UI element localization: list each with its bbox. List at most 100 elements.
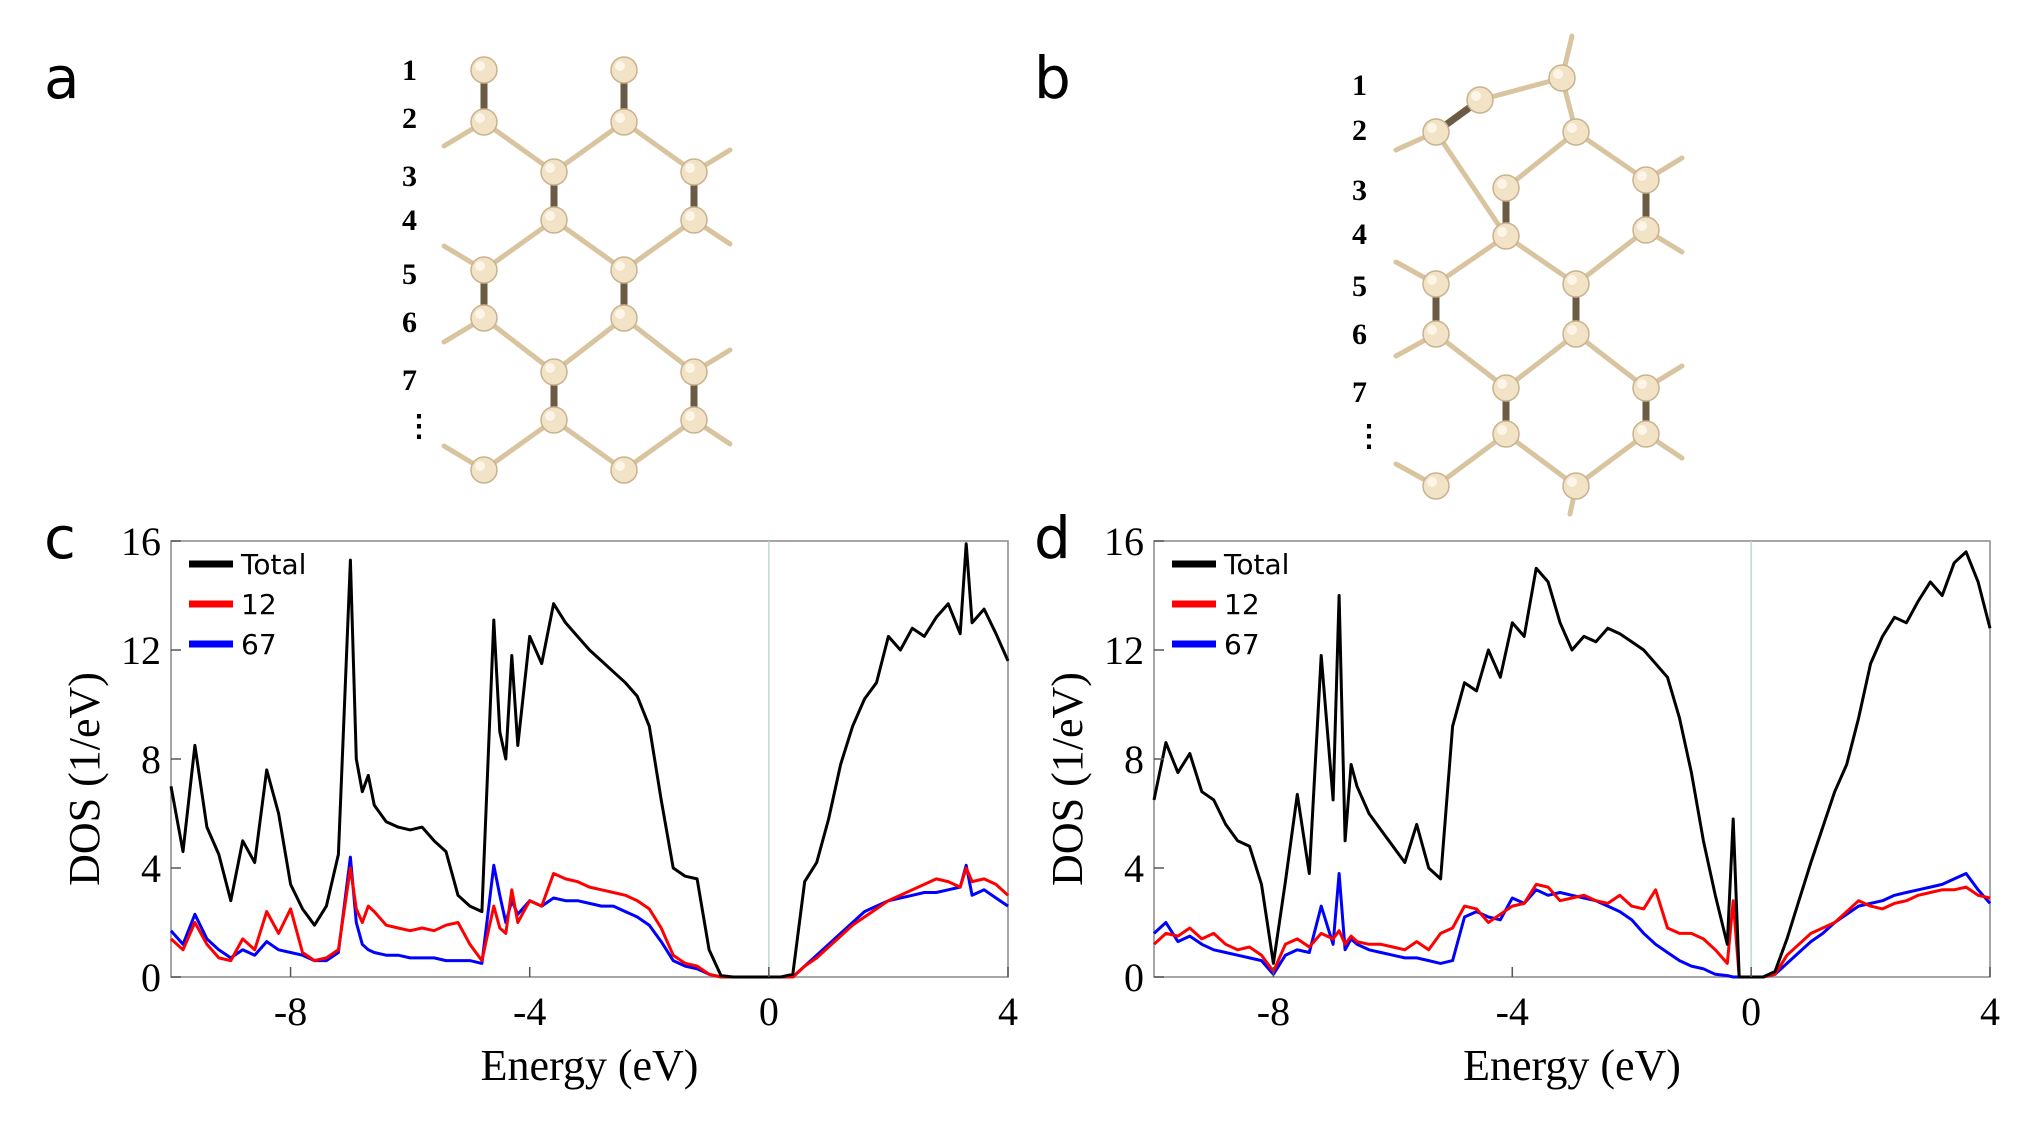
bond [1503, 431, 1579, 489]
atom-highlight [615, 309, 625, 319]
x-axis-title: Energy (eV) [481, 1041, 699, 1090]
x-tick-label: -8 [1257, 989, 1290, 1034]
layer-label: 7 [1352, 376, 1367, 409]
y-tick-label: 8 [141, 737, 161, 782]
atom [540, 406, 568, 434]
legend-label-Total: Total [240, 548, 306, 581]
bond [621, 417, 697, 473]
layer-label: 3 [402, 160, 417, 193]
atom-highlight [475, 261, 485, 271]
layer-label: 1 [1352, 69, 1367, 102]
atom-highlight [685, 163, 695, 173]
legend-label-12: 12 [241, 588, 277, 621]
bond [1433, 431, 1509, 489]
atom [540, 206, 568, 234]
atom-highlight [615, 113, 625, 123]
x-tick-label: -4 [513, 989, 546, 1034]
atom-highlight [1497, 379, 1507, 389]
bond [1503, 233, 1579, 287]
layer-label-ellipsis: ⋮ [1354, 420, 1384, 453]
atom [1632, 374, 1660, 402]
layer-label-ellipsis: ⋮ [404, 410, 434, 443]
legend-label-12: 12 [1224, 588, 1260, 621]
layer-label: 6 [402, 306, 417, 339]
y-tick-label: 4 [1124, 846, 1144, 891]
series-line-12 [169, 866, 1010, 979]
bond [1433, 233, 1509, 287]
legend-label-67: 67 [241, 628, 277, 661]
layer-label: 7 [402, 364, 417, 397]
layer-label: 3 [1352, 174, 1367, 207]
bond [481, 119, 557, 175]
y-axis-title: DOS (1/eV) [1043, 672, 1092, 886]
atom [1466, 86, 1494, 114]
atom [680, 206, 708, 234]
atom [1492, 374, 1520, 402]
y-tick-label: 16 [121, 519, 161, 564]
atom [1562, 270, 1590, 298]
panel-label-b: b [1034, 44, 1071, 112]
atom [680, 406, 708, 434]
atom-highlight [615, 61, 625, 71]
bond [551, 119, 627, 175]
atom [470, 256, 498, 284]
bond [1503, 331, 1579, 391]
atom-highlight [1567, 123, 1577, 133]
bond [621, 217, 697, 273]
y-tick-label: 12 [1104, 628, 1144, 673]
atom [610, 456, 638, 484]
atom [1492, 174, 1520, 202]
x-tick-label: -8 [274, 989, 307, 1034]
layer-label: 5 [1352, 270, 1367, 303]
series-line-67 [1152, 872, 1992, 979]
y-tick-label: 4 [141, 846, 161, 891]
atom-highlight [685, 411, 695, 421]
atom [470, 456, 498, 484]
atom-highlight [685, 211, 695, 221]
atom [610, 108, 638, 136]
atom-highlight [1427, 477, 1437, 487]
x-tick-label: 0 [1741, 989, 1761, 1034]
atom [1562, 472, 1590, 500]
atom [1548, 64, 1576, 92]
atom [540, 358, 568, 386]
bond [481, 217, 557, 273]
atom [1632, 216, 1660, 244]
x-tick-label: 0 [759, 989, 779, 1034]
atom-highlight [615, 461, 625, 471]
x-tick-label: 4 [998, 989, 1018, 1034]
bond [481, 417, 557, 473]
atom-highlight [475, 61, 485, 71]
atom-highlight [1567, 325, 1577, 335]
dos-chart-c: -8 -4 0 4 0 4 8 12 16 Energy (eV) DOS (1/eV) Total 1… [60, 519, 1018, 1090]
atom-highlight [1427, 325, 1437, 335]
series-line-Total [1152, 550, 1992, 979]
dos-chart-d: -8 -4 0 4 0 4 8 12 16 Energy (eV) DOS (1/eV) Total 1… [1043, 519, 2000, 1090]
panel-label-c: c [44, 504, 76, 572]
atom [470, 56, 498, 84]
plot-frame [1153, 540, 1991, 978]
layer-labels-b: 1 2 3 4 5 6 7 ⋮ [1352, 69, 1384, 453]
atom-highlight [1567, 275, 1577, 285]
atom-highlight [1497, 425, 1507, 435]
x-tick-label: -4 [1496, 989, 1529, 1034]
layer-label: 2 [1352, 114, 1367, 147]
atom-highlight [545, 363, 555, 373]
atom-highlight [1637, 425, 1647, 435]
atom-highlight [1497, 227, 1507, 237]
atom-highlight [475, 113, 485, 123]
atom [610, 56, 638, 84]
plot-frame [170, 540, 1009, 978]
atom [1422, 472, 1450, 500]
atom [1632, 166, 1660, 194]
atom-highlight [1637, 171, 1647, 181]
layer-label: 4 [1352, 218, 1367, 251]
structure-a [441, 56, 733, 484]
bond [1433, 129, 1509, 239]
series-line-12 [1152, 882, 1991, 979]
atom-highlight [1567, 477, 1577, 487]
x-tick-label: 4 [1980, 989, 2000, 1034]
atom [470, 304, 498, 332]
layer-label: 6 [1352, 318, 1367, 351]
